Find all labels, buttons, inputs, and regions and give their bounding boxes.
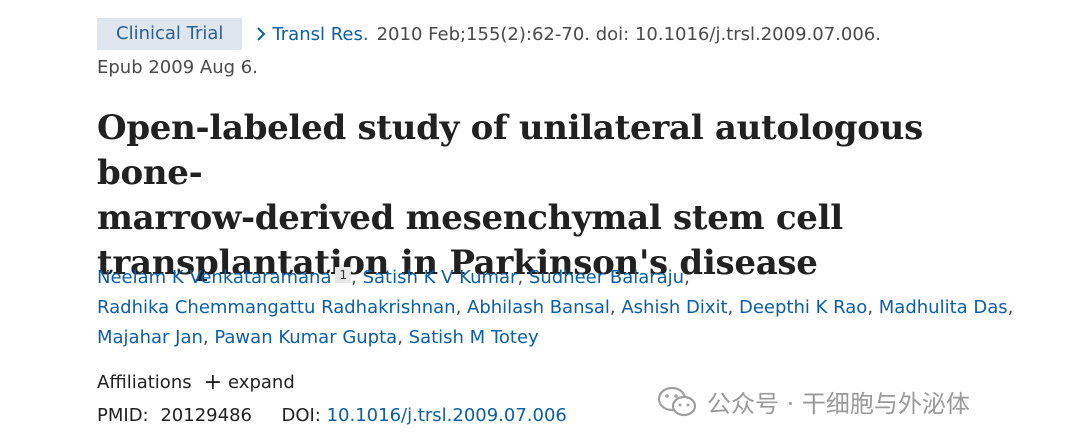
doi-label: DOI: [281, 405, 321, 426]
plus-icon: + [203, 369, 223, 395]
affiliations-label: Affiliations [97, 372, 192, 393]
title-line-3: transplantation in Parkinson's disease [97, 243, 818, 283]
identifiers-row: PMID: 20129486 DOI: 10.1016/j.trsl.2009.… [97, 405, 567, 426]
author-link[interactable]: Ashish Dixit [621, 297, 728, 318]
title-line-2: marrow-derived mesenchymal stem cell [97, 198, 843, 238]
author-link[interactable]: Radhika Chemmangattu Radhakrishnan [97, 297, 456, 318]
affiliations-row: Affiliations + expand [97, 369, 295, 395]
pmid-value: 20129486 [160, 405, 252, 426]
author-link[interactable]: Majahar Jan [97, 327, 203, 348]
author-link[interactable]: Madhulita Das [878, 297, 1008, 318]
author-link[interactable]: Deepthi K Rao [739, 297, 868, 318]
wechat-icon [657, 386, 697, 416]
title-line-1: Open-labeled study of unilateral autolog… [97, 108, 923, 193]
citation-text: 2010 Feb;155(2):62-70. doi: 10.1016/j.tr… [376, 23, 881, 45]
author-link[interactable]: Neelam K Venkataramana [97, 267, 332, 288]
epub-date: Epub 2009 Aug 6. [97, 57, 258, 78]
author-link[interactable]: Satish M Totey [408, 327, 539, 348]
chevron-right-icon [256, 26, 266, 42]
author-link[interactable]: Abhilash Bansal [467, 297, 610, 318]
watermark-text: 公众号 · 干细胞与外泌体 [707, 390, 970, 418]
author-link[interactable]: Pawan Kumar Gupta [214, 327, 398, 348]
doi-link[interactable]: 10.1016/j.trsl.2009.07.006 [326, 405, 567, 426]
article-title: Open-labeled study of unilateral autolog… [97, 106, 997, 286]
watermark: 公众号 · 干细胞与外泌体 [657, 384, 970, 419]
author-link[interactable]: Satish K V Kumar [362, 267, 518, 288]
expand-affiliations-button[interactable]: + expand [203, 369, 295, 395]
expand-label: expand [228, 372, 295, 393]
pmid-label: PMID: [97, 405, 149, 426]
citation-row: Clinical Trial Transl Res. 2010 Feb;155(… [97, 18, 881, 50]
author-list: Neelam K Venkataramana 1, Satish K V Kuma… [97, 267, 1014, 348]
author-link[interactable]: Sudheer Balaraju [528, 267, 685, 288]
publication-type-badge[interactable]: Clinical Trial [97, 18, 243, 50]
affiliation-number-badge[interactable]: 1 [335, 267, 352, 283]
journal-link[interactable]: Transl Res. [272, 23, 369, 45]
